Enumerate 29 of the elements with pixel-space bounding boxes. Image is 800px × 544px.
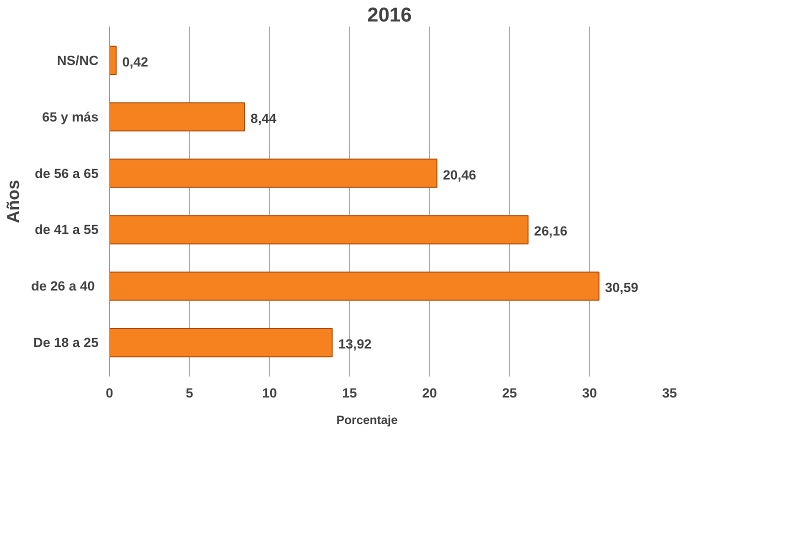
data-label: 0,42	[122, 54, 148, 70]
y-tick-label: De 18 a 25	[33, 335, 100, 350]
bar	[110, 272, 600, 301]
bar	[110, 46, 117, 75]
x-tick-label: 20	[422, 386, 437, 400]
data-label: 26,16	[534, 224, 568, 239]
y-tick-label: de 26 a 40	[31, 278, 95, 294]
text: Porcentaje	[336, 413, 398, 427]
data-label: 8,44	[250, 110, 278, 126]
bar	[110, 215, 529, 244]
x-tick-label: 5	[186, 386, 194, 400]
x-tick-label: 15	[342, 386, 358, 400]
y-tick-label: de 41 a 55	[34, 222, 100, 238]
y-tick-label: 65 y más	[42, 109, 99, 124]
chart-title: 2016	[367, 4, 412, 26]
y-tick-label: de 56 a 65	[34, 166, 100, 181]
x-tick-label: 25	[502, 386, 518, 400]
x-tick-label: 10	[262, 386, 277, 400]
bar	[110, 102, 246, 132]
x-tick-label: 0	[106, 386, 114, 400]
x-tick-label: 35	[662, 386, 678, 400]
y-tick-label: NS/NC	[57, 52, 99, 68]
bar	[110, 158, 438, 188]
bar	[110, 328, 333, 358]
y-axis-title: Años	[3, 180, 24, 224]
data-label: 30,59	[604, 280, 638, 296]
data-label: 13,92	[338, 336, 372, 352]
x-tick-label: 30	[582, 386, 597, 400]
data-label: 20,46	[442, 167, 476, 182]
